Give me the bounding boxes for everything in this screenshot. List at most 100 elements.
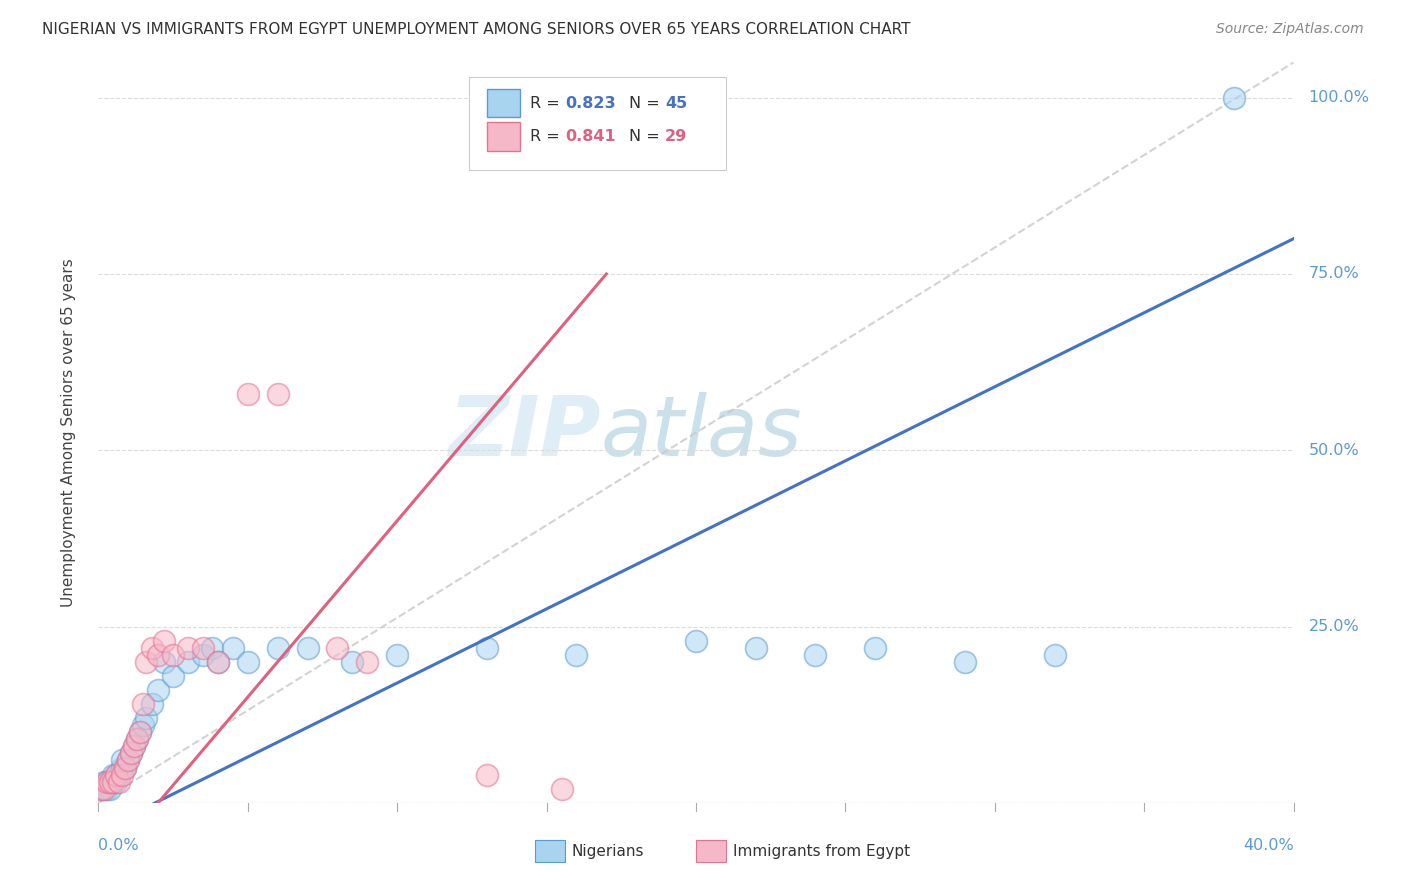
Point <box>267 640 290 655</box>
Point <box>96 781 118 796</box>
Point <box>105 774 128 789</box>
Text: 0.0%: 0.0% <box>98 838 139 853</box>
Point <box>129 725 152 739</box>
Point <box>111 760 134 774</box>
Point <box>475 767 498 781</box>
Point <box>98 774 122 789</box>
Point <box>90 781 112 796</box>
Text: Nigerians: Nigerians <box>572 844 644 859</box>
Point <box>105 767 128 781</box>
Text: 40.0%: 40.0% <box>1243 838 1294 853</box>
Point <box>141 697 163 711</box>
Point <box>475 640 498 655</box>
Text: 100.0%: 100.0% <box>1309 90 1369 105</box>
Text: Immigrants from Egypt: Immigrants from Egypt <box>733 844 910 859</box>
Text: 45: 45 <box>665 95 688 111</box>
Text: NIGERIAN VS IMMIGRANTS FROM EGYPT UNEMPLOYMENT AMONG SENIORS OVER 65 YEARS CORRE: NIGERIAN VS IMMIGRANTS FROM EGYPT UNEMPL… <box>42 22 911 37</box>
Point <box>148 683 170 698</box>
Point <box>191 640 214 655</box>
Point <box>953 655 976 669</box>
Point <box>207 655 229 669</box>
Point <box>865 640 887 655</box>
Point <box>103 774 125 789</box>
Text: Unemployment Among Seniors over 65 years: Unemployment Among Seniors over 65 years <box>60 259 76 607</box>
Point <box>177 640 200 655</box>
Point <box>135 711 157 725</box>
Point <box>96 774 118 789</box>
Point <box>105 767 128 781</box>
Point <box>98 781 122 796</box>
Point <box>222 640 245 655</box>
Point <box>162 669 184 683</box>
Point <box>120 747 142 761</box>
FancyBboxPatch shape <box>486 122 520 151</box>
Text: N =: N = <box>628 95 665 111</box>
Point <box>201 640 224 655</box>
Point <box>148 648 170 662</box>
Point <box>804 648 827 662</box>
Text: 50.0%: 50.0% <box>1309 442 1360 458</box>
FancyBboxPatch shape <box>534 840 565 862</box>
Point <box>114 760 136 774</box>
Text: R =: R = <box>530 95 565 111</box>
Point <box>108 774 131 789</box>
Point <box>207 655 229 669</box>
Point <box>177 655 200 669</box>
Point <box>93 781 115 796</box>
Point <box>135 655 157 669</box>
FancyBboxPatch shape <box>486 89 520 117</box>
Point <box>132 718 155 732</box>
Point <box>108 767 131 781</box>
Point <box>127 732 149 747</box>
Point <box>117 754 139 768</box>
Text: atlas: atlas <box>600 392 801 473</box>
Point <box>153 633 176 648</box>
Point <box>103 767 125 781</box>
Text: Source: ZipAtlas.com: Source: ZipAtlas.com <box>1216 22 1364 37</box>
Point <box>550 781 572 796</box>
Point <box>385 648 409 662</box>
Point <box>111 754 134 768</box>
Point <box>1043 648 1066 662</box>
Point <box>124 739 146 754</box>
Point <box>124 739 146 754</box>
Text: 75.0%: 75.0% <box>1309 267 1360 282</box>
Point <box>96 774 118 789</box>
Point <box>93 781 115 796</box>
Point <box>120 747 142 761</box>
Point <box>236 655 259 669</box>
Point <box>342 655 364 669</box>
Point <box>127 732 149 747</box>
Point <box>141 640 163 655</box>
Point <box>90 781 112 796</box>
Point <box>132 697 155 711</box>
Point <box>117 754 139 768</box>
Point <box>1223 91 1246 105</box>
FancyBboxPatch shape <box>696 840 725 862</box>
Text: R =: R = <box>530 129 565 144</box>
Text: 25.0%: 25.0% <box>1309 619 1360 634</box>
Point <box>114 760 136 774</box>
Text: 0.841: 0.841 <box>565 129 616 144</box>
Point <box>356 655 378 669</box>
Point <box>326 640 349 655</box>
Point <box>236 387 259 401</box>
Point <box>267 387 290 401</box>
Text: N =: N = <box>628 129 665 144</box>
Point <box>98 774 122 789</box>
Point <box>685 633 707 648</box>
Point <box>565 648 588 662</box>
Text: 0.823: 0.823 <box>565 95 616 111</box>
Point <box>111 767 134 781</box>
FancyBboxPatch shape <box>470 78 725 169</box>
Point <box>129 725 152 739</box>
Point <box>103 774 125 789</box>
Point <box>191 648 214 662</box>
Point <box>93 774 115 789</box>
Text: 29: 29 <box>665 129 688 144</box>
Point <box>297 640 319 655</box>
Text: ZIP: ZIP <box>447 392 600 473</box>
Point <box>162 648 184 662</box>
Point <box>153 655 176 669</box>
Point <box>745 640 768 655</box>
